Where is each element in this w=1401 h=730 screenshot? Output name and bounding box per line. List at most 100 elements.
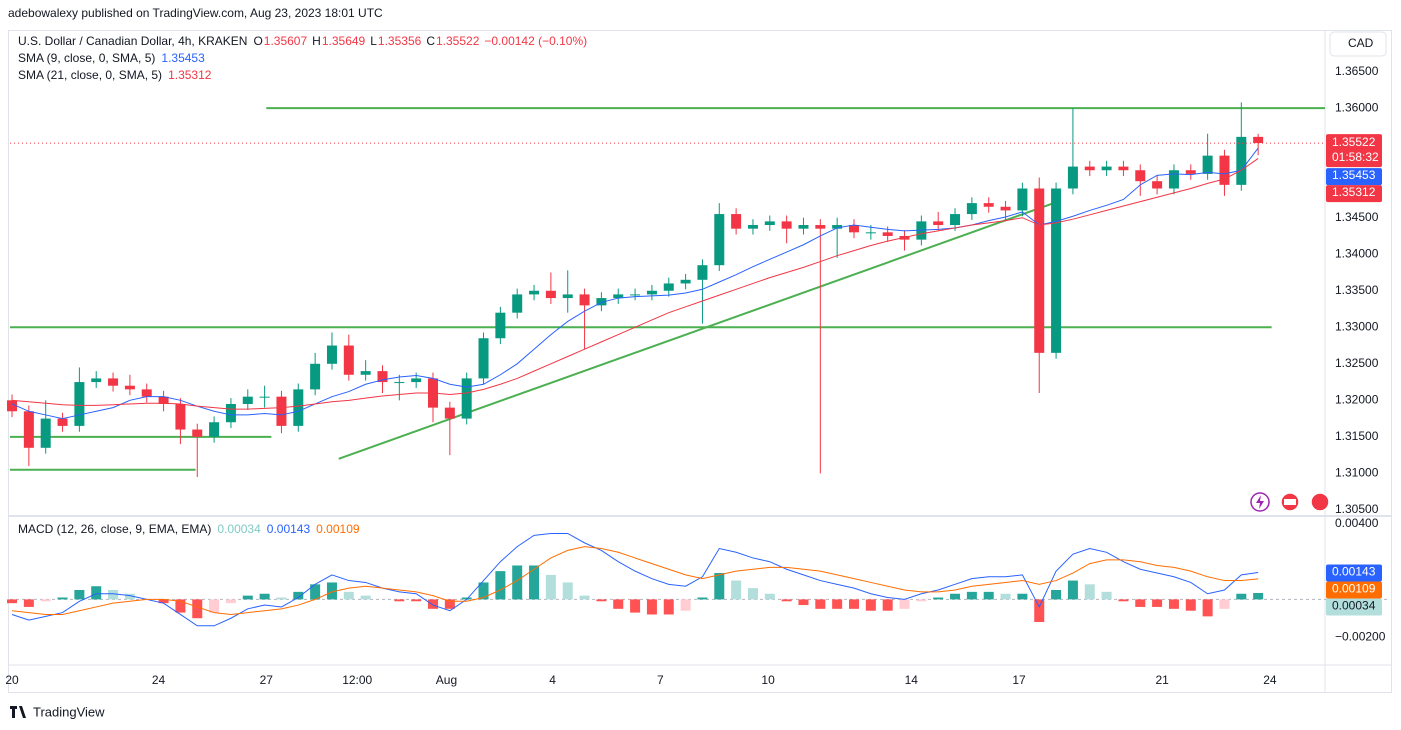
candle-body — [444, 407, 455, 419]
macd-histogram-bar — [326, 582, 337, 600]
candle-body — [1219, 155, 1230, 185]
candle-body — [815, 225, 826, 229]
candle-body — [1101, 166, 1112, 171]
candle-body — [293, 389, 304, 426]
candle-body — [545, 290, 556, 299]
macd-histogram-bar — [646, 599, 657, 615]
macd-histogram-bar — [832, 599, 843, 609]
candle-body — [966, 203, 977, 215]
countdown-label: 01:58:32 — [1332, 150, 1379, 164]
candle-body — [158, 396, 169, 404]
macd-histogram-bar — [916, 599, 927, 602]
y-tick-label: 1.31500 — [1335, 429, 1379, 443]
y-tick-label: 0.00400 — [1335, 516, 1379, 530]
macd-histogram-bar — [23, 599, 34, 607]
flash-glyph — [1256, 495, 1264, 509]
candle-body — [1118, 166, 1129, 171]
macd-histogram-bar — [293, 591, 304, 600]
change-value: −0.00142 (−0.10%) — [484, 34, 587, 48]
sma-price-label: 1.35312 — [1332, 185, 1376, 199]
x-tick-label: 24 — [152, 673, 166, 687]
macd-histogram-bar — [411, 599, 422, 602]
candle-body — [983, 203, 994, 207]
macd-histogram-bar — [1067, 580, 1078, 600]
x-tick-label: 21 — [1155, 673, 1169, 687]
macd-histogram-bar — [1236, 593, 1247, 600]
macd-histogram-bar — [983, 591, 994, 600]
macd-histogram-bar — [1000, 593, 1011, 600]
macd-histogram-bar — [343, 591, 354, 600]
y-tick-label: 1.33500 — [1335, 283, 1379, 297]
candle-body — [714, 214, 725, 266]
currency-button[interactable] — [1329, 31, 1387, 57]
candle-body — [882, 232, 893, 236]
x-tick-label: 4 — [549, 673, 556, 687]
chart-icons — [1250, 492, 1330, 512]
macd-histogram-bar — [1017, 593, 1028, 600]
sma-price-label: 1.35453 — [1332, 168, 1376, 182]
macd-value-label: 0.00109 — [1332, 582, 1376, 596]
candle-body — [663, 283, 674, 291]
macd-histogram-bar — [630, 599, 641, 613]
macd-histogram-bar — [74, 589, 85, 600]
x-tick-label: 10 — [761, 673, 775, 687]
candle-body — [1202, 155, 1213, 174]
candle-body — [1000, 206, 1011, 211]
macd-histogram-bar — [680, 599, 691, 611]
flash-icon[interactable] — [1250, 492, 1270, 512]
candle-body — [310, 363, 321, 390]
brand-logo — [10, 706, 26, 718]
candle-body — [865, 232, 876, 234]
macd-histogram-bar — [966, 591, 977, 600]
candle-body — [343, 345, 354, 375]
macd-value-box — [1326, 581, 1382, 599]
candle-body — [1135, 170, 1146, 182]
indicator-value: 0.00143 — [267, 522, 311, 536]
candle-body — [124, 385, 135, 390]
last-price-label: 1.35522 — [1332, 135, 1376, 149]
candle-body — [394, 382, 405, 384]
macd-histogram-bar — [865, 599, 876, 611]
ohlc-value: 1.35607 — [264, 34, 308, 48]
candle-body — [579, 294, 590, 306]
y-tick-label: 1.33000 — [1335, 319, 1379, 333]
macd-histogram-bar — [124, 593, 135, 600]
sma-line — [11, 147, 1259, 420]
y-tick-label: 1.31000 — [1335, 466, 1379, 480]
candle-body — [781, 221, 792, 229]
macd-histogram-bar — [7, 599, 18, 604]
candle-body — [141, 389, 152, 397]
macd-histogram-bar — [478, 582, 489, 600]
macd-histogram-bar — [461, 597, 472, 600]
candle-body — [7, 400, 18, 412]
y-tick-label: 1.34500 — [1335, 210, 1379, 224]
macd-histogram-bar — [848, 599, 859, 609]
macd-value-box — [1326, 564, 1382, 582]
candle-body — [326, 345, 337, 364]
candle-body — [108, 378, 119, 386]
macd-histogram-bar — [1118, 599, 1129, 602]
macd-histogram-bar — [1135, 599, 1146, 607]
ohlc-key: H — [312, 34, 321, 48]
macd-histogram-bar — [731, 580, 742, 600]
macd-histogram-bar — [950, 593, 961, 600]
indicator-name: SMA (9, close, 0, SMA, 5) — [18, 51, 155, 65]
macd-value-box — [1326, 598, 1382, 616]
indicator-value: 1.35453 — [161, 51, 205, 65]
flag-icon[interactable] — [1310, 492, 1330, 512]
candle-body — [1152, 181, 1163, 189]
macd-histogram-bar — [747, 588, 758, 600]
y-tick-label: −0.00200 — [1335, 629, 1386, 643]
macd-histogram-bar — [1084, 584, 1095, 600]
brand: TradingView — [10, 704, 105, 719]
macd-histogram-bar — [596, 599, 607, 602]
macd-histogram-bar — [192, 599, 203, 619]
candle-body — [242, 396, 253, 404]
candle-body — [832, 225, 843, 229]
candle-body — [596, 298, 607, 306]
candle-body — [23, 411, 34, 448]
candle-body — [360, 371, 371, 375]
symbol-title: U.S. Dollar / Canadian Dollar, 4h, KRAKE… — [18, 34, 247, 48]
macd-histogram-bar — [1185, 599, 1196, 611]
